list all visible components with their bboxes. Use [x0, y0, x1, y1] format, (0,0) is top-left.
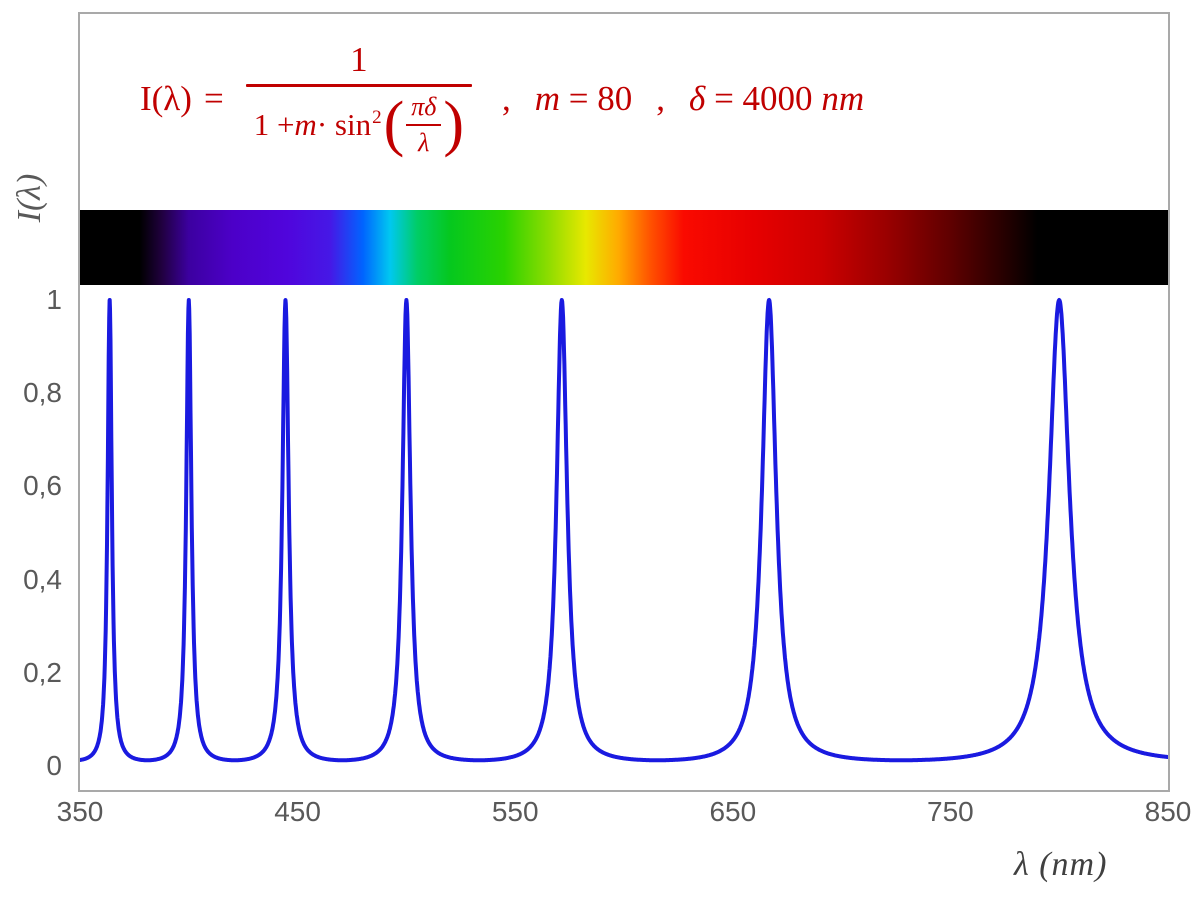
inner-denominator: λ	[418, 128, 430, 157]
denominator-m: m	[294, 107, 317, 142]
open-paren: (	[383, 90, 405, 159]
spectrum-bar	[80, 210, 1168, 285]
inner-numerator: πδ	[406, 92, 442, 126]
x-tick-label: 650	[709, 796, 757, 827]
denominator-sin: · sin	[316, 107, 372, 142]
main-fraction: 1 1 + m · sin 2 ( πδ λ )	[245, 40, 472, 159]
y-tick-label: 0	[46, 750, 62, 781]
plot-frame	[78, 12, 1170, 792]
x-tick-label: 850	[1144, 796, 1192, 827]
param-delta: δ = 4000 nm	[689, 79, 864, 119]
y-tick-label: 1	[46, 284, 62, 315]
equals-sign: =	[203, 79, 224, 118]
intensity-curve	[80, 298, 1168, 763]
formula: I(λ) = 1 1 + m · sin 2 ( πδ λ ) , m = 80…	[140, 40, 864, 158]
param-delta-value: = 4000	[705, 79, 822, 118]
formula-lhs: I(λ)	[140, 79, 192, 118]
param-m: m = 80	[535, 79, 633, 119]
separator-comma-2: ,	[656, 79, 666, 118]
fraction-denominator: 1 + m · sin 2 ( πδ λ )	[253, 90, 464, 159]
y-tick-label: 0,6	[23, 470, 62, 502]
separator-comma-1: ,	[502, 79, 511, 118]
denominator-prefix: 1 +	[253, 107, 295, 142]
close-paren: )	[443, 90, 464, 159]
inner-fraction: πδ λ	[406, 92, 442, 158]
x-tick-label: 350	[56, 796, 104, 827]
curve-plot	[80, 298, 1168, 763]
x-tick-label: 750	[927, 796, 974, 827]
param-delta-symbol: δ	[689, 79, 706, 118]
y-tick-label: 0,2	[23, 656, 62, 688]
fraction-bar	[245, 84, 472, 87]
y-axis-title: I(λ)	[11, 173, 48, 223]
x-tick-label: 450	[274, 796, 321, 827]
y-tick-label: 0,8	[23, 377, 62, 409]
param-m-symbol: m	[534, 79, 561, 118]
x-tick-label: 550	[491, 796, 539, 827]
x-axis-title: λ (nm)	[1014, 846, 1108, 883]
param-delta-unit: nm	[821, 79, 865, 118]
y-tick-label: 0,4	[23, 563, 62, 595]
fraction-numerator: 1	[350, 40, 368, 79]
param-m-value: = 80	[560, 79, 633, 118]
